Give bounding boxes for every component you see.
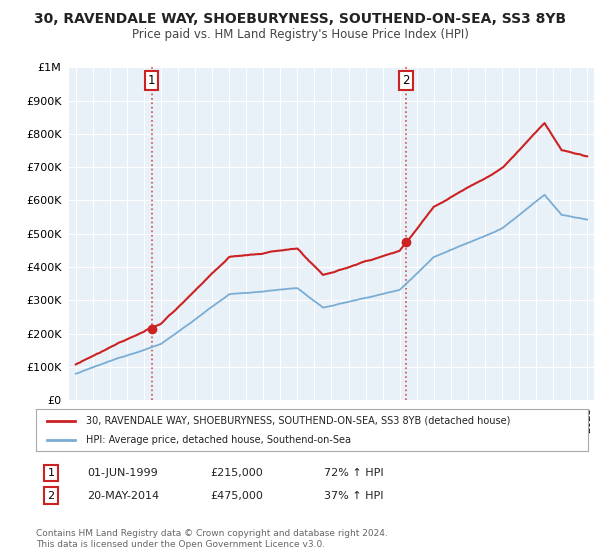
Text: 01-JUN-1999: 01-JUN-1999	[87, 468, 158, 478]
Text: HPI: Average price, detached house, Southend-on-Sea: HPI: Average price, detached house, Sout…	[86, 435, 350, 445]
Text: Price paid vs. HM Land Registry's House Price Index (HPI): Price paid vs. HM Land Registry's House …	[131, 28, 469, 41]
Text: 72% ↑ HPI: 72% ↑ HPI	[324, 468, 383, 478]
Text: £475,000: £475,000	[210, 491, 263, 501]
Text: 1: 1	[47, 468, 55, 478]
Text: 2: 2	[47, 491, 55, 501]
Text: 1: 1	[148, 74, 155, 87]
Text: 30, RAVENDALE WAY, SHOEBURYNESS, SOUTHEND-ON-SEA, SS3 8YB: 30, RAVENDALE WAY, SHOEBURYNESS, SOUTHEN…	[34, 12, 566, 26]
Text: 37% ↑ HPI: 37% ↑ HPI	[324, 491, 383, 501]
Text: 2: 2	[403, 74, 410, 87]
Text: Contains HM Land Registry data © Crown copyright and database right 2024.
This d: Contains HM Land Registry data © Crown c…	[36, 529, 388, 549]
Text: £215,000: £215,000	[210, 468, 263, 478]
Text: 20-MAY-2014: 20-MAY-2014	[87, 491, 159, 501]
Text: 30, RAVENDALE WAY, SHOEBURYNESS, SOUTHEND-ON-SEA, SS3 8YB (detached house): 30, RAVENDALE WAY, SHOEBURYNESS, SOUTHEN…	[86, 416, 510, 426]
